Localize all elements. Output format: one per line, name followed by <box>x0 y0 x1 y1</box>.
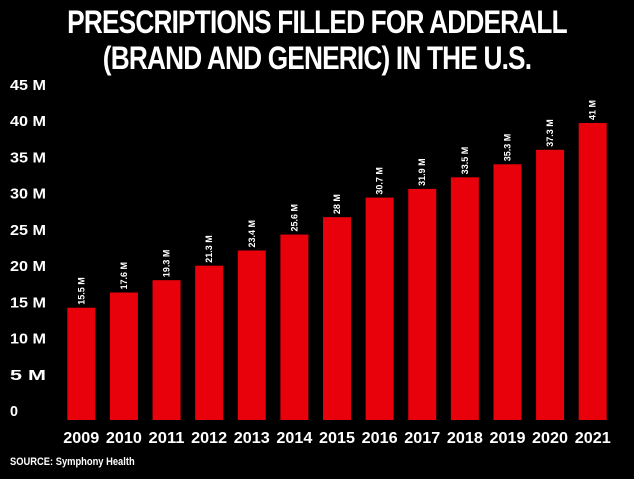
x-tick-label: 2018 <box>447 430 483 447</box>
x-tick-label: 2017 <box>404 430 440 447</box>
bar <box>408 188 437 420</box>
x-tick-label: 2009 <box>63 430 99 447</box>
bar-data-label: 35.3 M <box>502 134 512 162</box>
bar-data-label: 23.4 M <box>247 220 257 248</box>
chart-title: PRESCRIPTIONS FILLED FOR ADDERALL (BRAND… <box>57 4 577 76</box>
x-tick-label: 2011 <box>149 430 185 447</box>
bar-data-label: 30.7 M <box>375 167 385 195</box>
y-tick-label: 15 M <box>10 294 46 311</box>
bar-data-label: 33.5 M <box>460 147 470 175</box>
x-tick-label: 2019 <box>489 430 525 447</box>
bar <box>152 280 181 420</box>
bars <box>67 122 607 420</box>
bar <box>323 217 351 420</box>
y-tick-label: 40 M <box>10 113 46 130</box>
bar-data-label: 25.6 M <box>289 204 299 232</box>
x-tick-label: 2013 <box>234 430 270 447</box>
bar <box>109 292 138 420</box>
bar <box>450 177 479 420</box>
bar-data-label: 17.6 M <box>119 262 129 290</box>
bar-data-label: 28 M <box>332 194 342 214</box>
bar <box>195 265 224 420</box>
bar <box>493 164 522 420</box>
chart-title-line-2: (BRAND AND GENERIC) IN THE U.S. <box>102 40 532 76</box>
x-tick-label: 2020 <box>532 430 568 447</box>
bar <box>578 122 607 420</box>
bar-data-label: 21.3 M <box>204 235 214 263</box>
y-tick-label: 5 M <box>10 367 46 384</box>
bar-data-label: 19.3 M <box>162 250 172 278</box>
x-tick-label: 2014 <box>276 430 312 447</box>
x-axis: 2009 2010 2011 2012 2013 2014 2015 2016 2017 2018… <box>63 430 610 447</box>
y-tick-label: 0 <box>10 403 18 420</box>
y-tick-label: 30 M <box>10 186 46 203</box>
y-tick-label: 10 M <box>10 331 46 348</box>
bar <box>280 234 309 420</box>
y-tick-label: 45 M <box>10 77 46 94</box>
y-tick-label: 35 M <box>10 149 46 166</box>
y-tick-label: 25 M <box>10 222 46 239</box>
bar <box>67 307 96 420</box>
y-tick-label: 20 M <box>10 258 46 275</box>
bar-data-labels: 15.5 M 17.6 M 19.3 M 21.3 M 23.4 M 25.6 M 28 M… <box>76 100 597 305</box>
chart-title-line-1: PRESCRIPTIONS FILLED FOR ADDERALL <box>67 4 568 40</box>
bar-data-label: 31.9 M <box>417 158 427 186</box>
bar-data-label: 37.3 M <box>545 119 555 147</box>
x-tick-label: 2016 <box>362 430 398 447</box>
x-tick-label: 2010 <box>106 430 142 447</box>
bar-data-label: 41 M <box>588 100 598 120</box>
x-tick-label: 2015 <box>319 430 355 447</box>
bar <box>237 250 266 420</box>
x-tick-label: 2012 <box>191 430 227 447</box>
bar <box>365 197 394 420</box>
x-tick-label: 2021 <box>575 430 611 447</box>
y-axis: 0 5 M 10 M 15 M 20 M 25 M 30 M 35 M 40 M 45 M <box>10 77 46 420</box>
bar <box>536 149 565 420</box>
source-note: SOURCE: Symphony Health <box>10 456 135 468</box>
bar-data-label: 15.5 M <box>76 277 86 305</box>
